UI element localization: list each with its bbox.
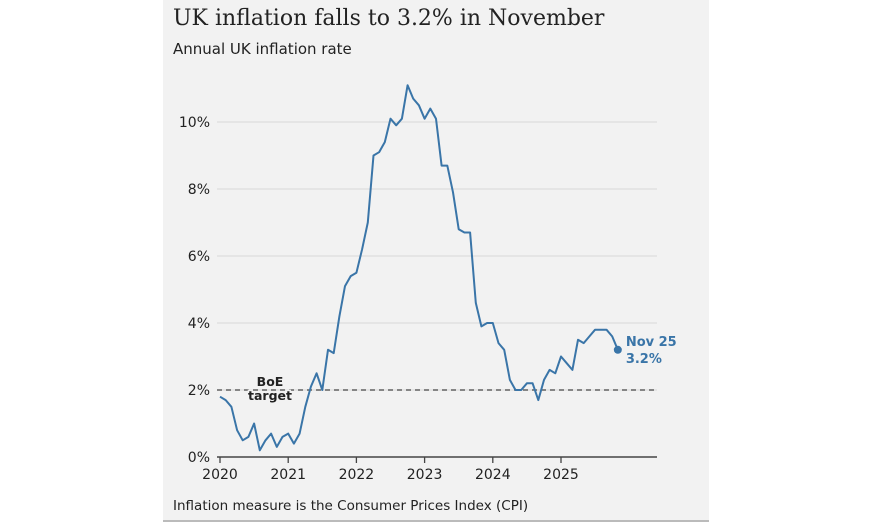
- x-tick-label: 2024: [475, 467, 511, 483]
- end-label-value: 3.2%: [626, 352, 662, 367]
- end-label-date: Nov 25: [626, 335, 677, 350]
- x-tick-label: 2023: [407, 467, 443, 483]
- x-tick-label: 2021: [270, 467, 306, 483]
- x-tick-label: 2022: [339, 467, 375, 483]
- y-tick-label: 8%: [188, 182, 210, 198]
- y-tick-label: 2%: [188, 383, 210, 399]
- x-tick-label: 2025: [543, 467, 579, 483]
- y-tick-label: 4%: [188, 316, 210, 332]
- inflation-line: [219, 84, 619, 452]
- chart-panel: UK inflation falls to 3.2% in November A…: [163, 0, 709, 522]
- x-tick-label: 2020: [202, 467, 238, 483]
- latest-point-marker: [613, 345, 622, 354]
- chart-footnote: Inflation measure is the Consumer Prices…: [173, 498, 529, 514]
- y-tick-label: 0%: [188, 450, 210, 466]
- y-tick-label: 6%: [188, 249, 210, 265]
- chart-title: UK inflation falls to 3.2% in November: [173, 6, 605, 31]
- boe-target-label: target: [248, 388, 292, 403]
- chart-subtitle: Annual UK inflation rate: [173, 40, 352, 58]
- y-tick-label: 10%: [179, 115, 210, 131]
- boe-target-label: BoE: [257, 374, 284, 389]
